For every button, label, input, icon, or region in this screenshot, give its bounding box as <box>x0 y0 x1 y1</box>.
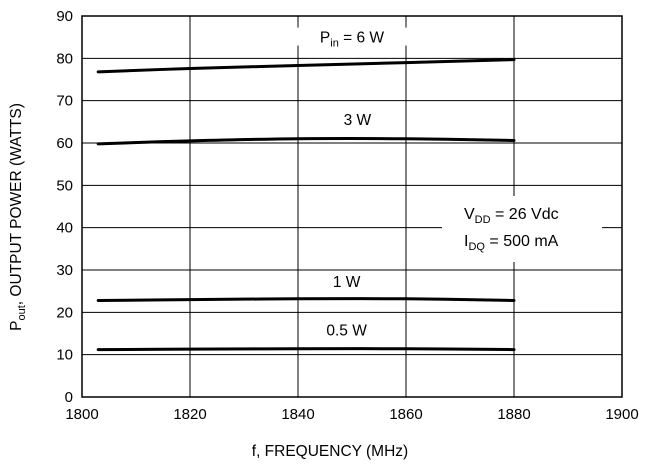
condition-vdd-rest: = 26 Vdc <box>491 206 559 223</box>
series-line <box>96 347 516 352</box>
series-label: 1 W <box>333 274 361 291</box>
y-tick-label: 50 <box>56 177 73 194</box>
x-tick-label: 1860 <box>389 406 422 423</box>
series-label: 3 W <box>344 112 372 129</box>
x-tick-labels: 1800 1820 1840 1860 1880 1900 <box>65 406 638 423</box>
series-label-rest: = 6 W <box>339 30 385 47</box>
x-axis-label: f, FREQUENCY (MHz) <box>252 443 408 460</box>
y-tick-label: 90 <box>56 8 73 25</box>
y-axis-label-rest: , OUTPUT POWER (WATTS) <box>8 103 25 305</box>
y-tick-label: 70 <box>56 93 73 110</box>
series-label-background <box>324 271 369 290</box>
y-tick-label: 40 <box>56 220 73 237</box>
y-tick-labels: 0 10 20 30 40 50 60 70 80 90 <box>56 8 73 406</box>
x-tick-label: 1840 <box>281 406 314 423</box>
condition-vdd-sub: DD <box>475 214 491 226</box>
conditions-background <box>442 196 602 262</box>
x-tick-label: 1880 <box>497 406 530 423</box>
y-tick-label: 30 <box>56 262 73 279</box>
series-line <box>96 58 516 74</box>
condition-idq: IDQ = 500 mA <box>464 233 559 253</box>
condition-idq-rest: = 500 mA <box>485 233 559 250</box>
series-line <box>96 297 516 302</box>
series-label-main: P <box>320 30 330 47</box>
series: Pin = 6 W 3 W 1 W 0.5 W <box>96 27 516 352</box>
y-axis-label-sub: out <box>16 305 28 320</box>
series-label-background <box>297 27 407 46</box>
y-tick-label: 10 <box>56 347 73 364</box>
series-label: Pin = 6 W <box>320 30 384 50</box>
x-tick-label: 1820 <box>173 406 206 423</box>
conditions-annotation: VDD = 26 Vdc IDQ = 500 mA <box>442 196 602 262</box>
series-label-background <box>335 110 380 129</box>
y-axis-label: Pout, OUTPUT POWER (WATTS) <box>8 103 28 331</box>
y-tick-label: 0 <box>65 389 73 406</box>
series-label-background <box>319 320 374 339</box>
condition-idq-sub: DQ <box>468 241 485 253</box>
condition-vdd-main: V <box>464 206 475 223</box>
y-tick-label: 60 <box>56 135 73 152</box>
condition-vdd: VDD = 26 Vdc <box>464 206 559 226</box>
y-tick-label: 20 <box>56 304 73 321</box>
condition-idq-main: I <box>464 233 468 250</box>
x-tick-label: 1900 <box>605 406 638 423</box>
y-tick-label: 80 <box>56 50 73 67</box>
series-line <box>96 137 516 146</box>
series-label-sub: in <box>330 38 339 50</box>
plot-frame <box>81 15 623 398</box>
series-label: 0.5 W <box>326 323 367 340</box>
y-axis-label-main: P <box>8 321 25 331</box>
x-tick-label: 1800 <box>65 406 98 423</box>
